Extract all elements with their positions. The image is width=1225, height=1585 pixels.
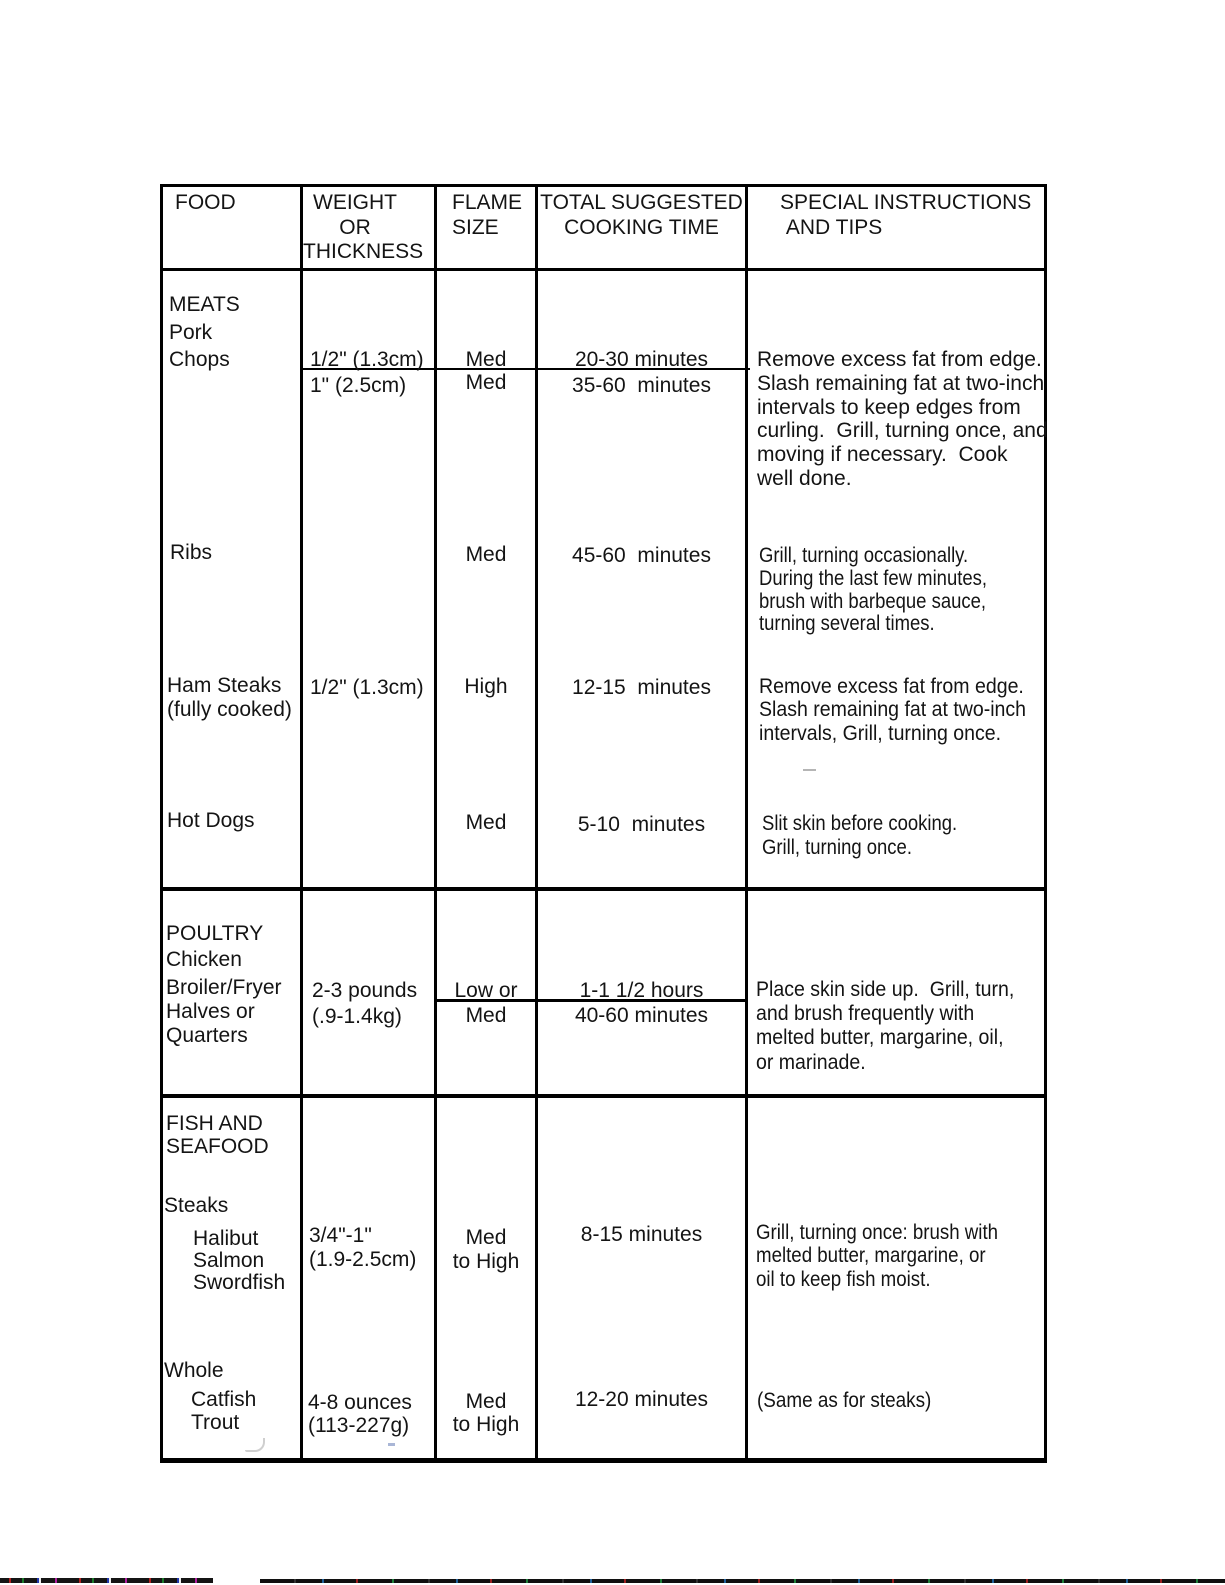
header-cooking-time: TOTAL SUGGESTED COOKING TIME (540, 191, 743, 239)
cell-poultry-time-2: 40-60 minutes (574, 1004, 709, 1027)
cell-ham-thickness: 1/2" (1.3cm) (310, 676, 424, 699)
cell-ham-time: 12-15 minutes (572, 676, 711, 699)
cell-pork-thickness-1: 1/2" (1.3cm) (310, 348, 424, 371)
cell-ribs-time: 45-60 minutes (572, 544, 711, 567)
cell-poultry-food-group: POULTRY Chicken (166, 922, 264, 971)
cell-fish-whole-instructions: (Same as for steaks) (757, 1389, 932, 1412)
cell-fish-whole-flame: Med to High (452, 1390, 520, 1436)
cell-ribs-food: Ribs (170, 541, 213, 564)
cell-ham-instructions: Remove excess fat from edge. Slash remai… (759, 675, 1027, 745)
scan-noise-line-main (260, 1579, 1225, 1583)
cell-poultry-time-1: 1-1 1/2 hours (579, 979, 704, 1002)
cell-hot-dogs-instructions: Slit skin before cooking. Grill, turning… (762, 812, 958, 859)
cell-fish-food-group: FISH AND SEAFOOD (166, 1112, 269, 1158)
table-border-right (1044, 184, 1047, 1463)
cell-poultry-food-cut: Broiler/Fryer Halves or Quarters (166, 976, 282, 1047)
cell-poultry-weight: 2-3 pounds (.9-1.4kg) (312, 979, 418, 1028)
subrow-divider-pork-chops (303, 368, 750, 370)
cell-poultry-instructions: Place skin side up. Grill, turn, and bru… (756, 978, 1015, 1074)
cell-fish-steaks-list: Halibut Salmon Swordfish (193, 1227, 286, 1294)
cell-poultry-flame-2: Med (465, 1004, 507, 1027)
cell-hot-dogs-flame: Med (465, 811, 507, 834)
cell-hot-dogs-time: 5-10 minutes (577, 813, 706, 836)
section-divider-poultry-fish (160, 1094, 1047, 1098)
subrow-divider-poultry (434, 999, 748, 1002)
header-flame-size: FLAME SIZE (452, 191, 523, 239)
scan-artifact-dash (803, 769, 816, 771)
cell-fish-whole-weight: 4-8 ounces (113-227g) (308, 1391, 412, 1437)
cell-pork-time-2: 35-60 minutes (572, 374, 711, 397)
cell-poultry-flame-1: Low or (454, 979, 518, 1002)
cell-fish-whole-label: Whole (164, 1359, 224, 1382)
cell-ribs-instructions: Grill, turning occasionally. During the … (759, 544, 988, 636)
cell-fish-whole-list: Catfish Trout (191, 1388, 257, 1434)
col-divider-food-weight (300, 184, 303, 1463)
cell-ham-flame: High (464, 675, 508, 698)
cell-meats-pork-chops-food: MEATS Pork Chops (169, 293, 240, 371)
col-divider-weight-flame (434, 184, 437, 1463)
table-border-top (160, 184, 1047, 187)
table-border-bottom (160, 1458, 1047, 1463)
col-divider-time-special (745, 184, 748, 1463)
cell-ribs-flame: Med (465, 543, 507, 566)
header-special-instructions: SPECIAL INSTRUCTIONS AND TIPS (780, 191, 1032, 239)
cell-fish-steaks-thickness: 3/4"-1" (1.9-2.5cm) (309, 1224, 417, 1271)
col-divider-flame-time (535, 184, 538, 1463)
table-border-left (160, 184, 163, 1463)
scan-noise-line-left (0, 1578, 213, 1583)
cell-fish-steaks-flame: Med to High (452, 1226, 520, 1273)
cell-hot-dogs-food: Hot Dogs (167, 809, 255, 832)
cell-ham-food: Ham Steaks (fully cooked) (167, 674, 292, 721)
cell-pork-thickness-2: 1" (2.5cm) (310, 374, 407, 397)
scan-artifact-speck (388, 1443, 395, 1446)
cell-pork-time-1: 20-30 minutes (574, 348, 709, 371)
cell-fish-whole-time: 12-20 minutes (574, 1388, 709, 1411)
section-divider-meats-poultry (160, 887, 1047, 891)
cell-fish-steaks-label: Steaks (164, 1194, 229, 1217)
header-food: FOOD (175, 191, 236, 214)
cell-fish-steaks-instructions: Grill, turning once: brush with melted b… (756, 1221, 999, 1291)
row-divider-header (160, 268, 1047, 271)
cell-fish-steaks-time: 8-15 minutes (580, 1223, 703, 1246)
header-weight-or-thickness: WEIGHT OR THICKNESS (303, 191, 424, 263)
cell-pork-instructions: Remove excess fat from edge. Slash remai… (757, 348, 1048, 490)
scan-artifact-squiggle (245, 1438, 265, 1452)
cell-pork-flame-2: Med (465, 371, 507, 394)
cell-pork-flame-1: Med (465, 348, 507, 371)
